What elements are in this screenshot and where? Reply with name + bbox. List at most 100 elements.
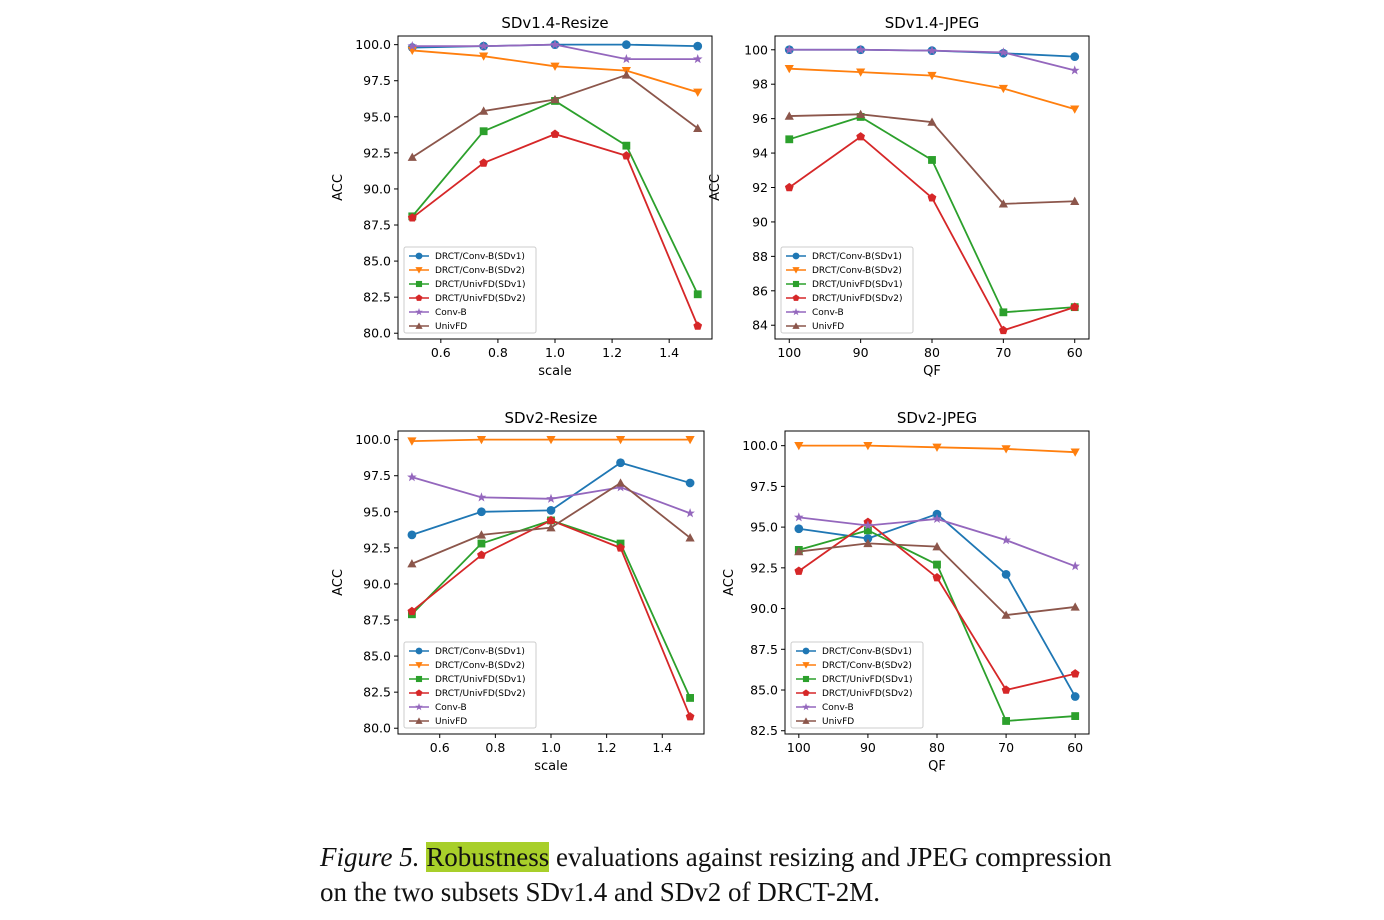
data-point [794, 441, 804, 451]
x-tick-label: 1.4 [659, 345, 679, 360]
data-point [784, 182, 794, 192]
x-tick-label: 80 [924, 345, 940, 360]
y-axis-label: ACC [722, 569, 737, 596]
data-point [784, 111, 794, 120]
y-tick-label: 87.5 [363, 613, 391, 628]
legend-marker [415, 252, 423, 260]
legend-marker [792, 294, 800, 301]
y-axis-label: ACC [708, 174, 723, 201]
legend-label: Conv-B [435, 703, 467, 713]
series-drct-conv-b-sdv2 [407, 46, 703, 97]
legend: DRCT/Conv-B(SDv1) DRCT/Conv-B(SDv2) DRCT/U… [780, 246, 914, 334]
y-tick-label: 94 [752, 146, 768, 161]
data-point [1001, 610, 1011, 619]
chart-sdv2-jpeg: SDv2-JPEG 100 90 80 70 60 82.5 85.0 87.5 90.0 92.5… [722, 409, 1090, 774]
x-axis-label: scale [538, 364, 572, 379]
y-tick-label: 87.5 [750, 642, 778, 657]
legend-marker [802, 703, 810, 711]
data-point [621, 54, 632, 64]
legend-marker [802, 675, 810, 683]
data-point [928, 156, 936, 164]
x-tick-label: 1.2 [597, 740, 617, 755]
legend: DRCT/Conv-B(SDv1) DRCT/Conv-B(SDv2) DRCT/U… [403, 246, 537, 334]
legend-label: DRCT/UnivFD(SDv1) [822, 675, 913, 685]
data-point [407, 152, 417, 161]
y-axis-label: ACC [331, 569, 346, 596]
legend-box [403, 246, 537, 334]
data-point [407, 41, 418, 51]
legend-marker [415, 280, 423, 288]
y-tick-label: 97.5 [363, 468, 391, 483]
data-point [407, 437, 417, 446]
legend-marker [802, 662, 810, 669]
data-point [693, 88, 703, 97]
y-tick-label: 82.5 [750, 723, 778, 738]
data-point [1070, 52, 1080, 62]
y-tick-label: 92.5 [363, 540, 391, 555]
data-point [615, 478, 626, 487]
chart-sdv1-4-resize: SDv1.4-Resize 0.6 0.8 1.0 1.2 1.4 80.0 82.5 85.0… [331, 14, 713, 379]
legend-label: UnivFD [435, 322, 467, 332]
data-point [621, 40, 631, 50]
series-conv-b [784, 44, 1080, 75]
legend-marker [415, 703, 423, 711]
y-tick-label: 97.5 [363, 73, 391, 88]
y-tick-label: 100 [744, 42, 768, 57]
x-tick-label: 90 [853, 345, 869, 360]
chart-sdv2-resize: SDv2-Resize 0.6 0.8 1.0 1.2 1.4 80.0 82.5 85.0 87… [331, 409, 705, 774]
x-tick-label: 90 [860, 740, 876, 755]
data-point [693, 290, 702, 299]
y-tick-label: 98 [752, 77, 768, 92]
chart-title: SDv1.4-Resize [501, 14, 608, 32]
data-point [550, 62, 560, 71]
legend-label: DRCT/Conv-B(SDv2) [812, 266, 902, 276]
data-point [794, 546, 804, 556]
legend-label: DRCT/UnivFD(SDv1) [435, 280, 526, 290]
x-tick-label: 1.2 [602, 345, 622, 360]
data-point [785, 135, 794, 144]
series-drct-conv-b-sdv1 [407, 458, 695, 540]
data-point [407, 472, 417, 482]
legend-marker [792, 267, 800, 274]
data-point [927, 193, 937, 202]
legend-label: DRCT/Conv-B(SDv1) [435, 647, 525, 657]
data-point [998, 84, 1008, 94]
legend-label: DRCT/UnivFD(SDv1) [435, 675, 526, 685]
data-point [933, 560, 941, 569]
data-point [1070, 602, 1080, 611]
legend-marker [415, 322, 423, 329]
data-point [856, 132, 866, 141]
data-point [856, 68, 866, 77]
legend-marker [415, 675, 423, 683]
series-drct-conv-b-sdv2 [407, 435, 695, 446]
data-point [1070, 448, 1080, 457]
y-tick-label: 95.0 [750, 520, 778, 535]
series-drct-univfd-sdv2 [784, 132, 1080, 335]
data-point [863, 441, 873, 451]
series-drct-univfd-sdv2 [794, 517, 1080, 694]
data-point [550, 129, 560, 138]
data-point [550, 94, 560, 104]
y-tick-label: 84 [752, 318, 768, 333]
data-point [1071, 712, 1080, 720]
y-tick-label: 97.5 [750, 479, 778, 494]
data-point [546, 505, 556, 515]
data-point [998, 47, 1009, 57]
y-tick-label: 80.0 [363, 326, 391, 341]
y-tick-label: 85.0 [750, 683, 778, 698]
data-point [615, 482, 626, 492]
legend-box [790, 641, 924, 729]
data-point [855, 44, 866, 54]
data-point [784, 44, 795, 54]
data-point [1070, 105, 1080, 114]
figure-caption-highlight: Robustness [426, 842, 550, 872]
data-point [932, 573, 942, 582]
axes-frame [774, 35, 1090, 340]
axes-frame [397, 430, 705, 735]
x-tick-label: 0.8 [488, 345, 508, 360]
legend-box [780, 246, 914, 334]
y-tick-label: 86 [752, 283, 768, 298]
x-tick-label: 80 [929, 740, 945, 755]
axes-frame [397, 35, 713, 340]
legend-marker [802, 717, 810, 724]
